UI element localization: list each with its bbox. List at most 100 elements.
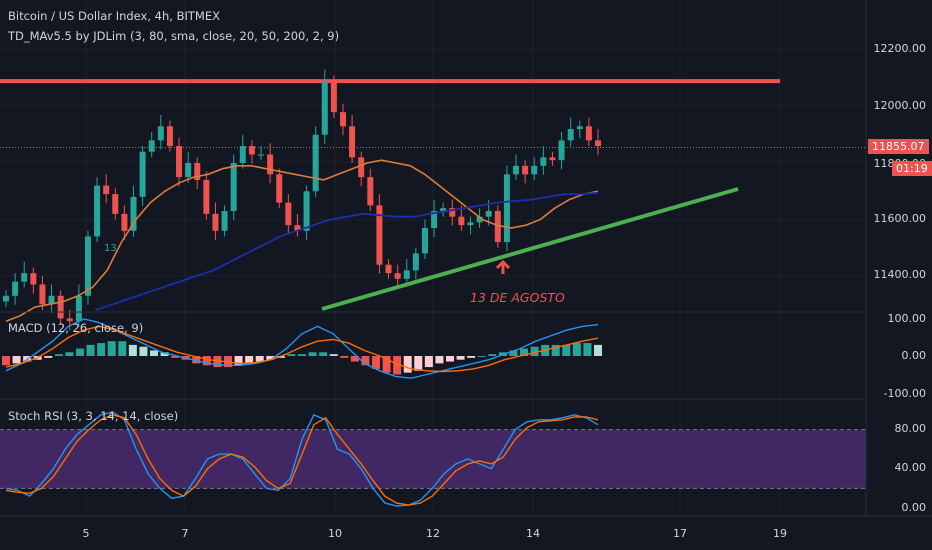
indicator-legend[interactable]: TD_MAv5.5 by JDLim (3, 80, sma, close, 2… — [8, 29, 340, 43]
symbol-title[interactable]: Bitcoin / US Dollar Index, 4h, BITMEX — [8, 9, 220, 23]
candlestick — [94, 185, 101, 237]
candlestick — [112, 194, 119, 214]
macd-histogram-bar — [456, 356, 465, 360]
candlestick — [166, 126, 173, 147]
macd-histogram-bar — [276, 356, 285, 358]
time-axis-label: 17 — [673, 527, 687, 540]
stoch-axis-label: 0.00 — [901, 501, 927, 514]
macd-histogram-bar — [255, 356, 264, 362]
macd-histogram-bar — [245, 356, 254, 364]
candlestick — [531, 165, 538, 175]
candlestick — [467, 222, 474, 226]
macd-histogram-bar — [446, 356, 454, 362]
candlestick — [476, 216, 483, 223]
bar-countdown-tag: 01:19 — [892, 161, 932, 176]
candlestick — [549, 157, 556, 161]
candlestick — [267, 154, 274, 175]
candlestick — [312, 134, 319, 192]
macd-legend[interactable]: MACD (12, 26, close, 9) — [8, 321, 144, 335]
macd-histogram-bar — [382, 356, 391, 373]
stoch-legend[interactable]: Stoch RSI (3, 3, 14, 14, close) — [8, 409, 179, 423]
candlestick — [148, 140, 155, 152]
price-axis-label: 11400.00 — [873, 268, 927, 281]
candlestick — [376, 205, 383, 265]
candlestick — [330, 81, 337, 113]
candlestick — [239, 146, 246, 163]
candlestick — [394, 273, 401, 279]
candlestick — [12, 281, 19, 296]
macd-pane — [2, 318, 602, 379]
candlestick — [494, 211, 501, 243]
time-axis-label: 14 — [526, 527, 540, 540]
candlestick — [485, 211, 492, 217]
candlestick — [385, 264, 392, 274]
candlestick — [321, 81, 328, 135]
stoch-axis-label: 40.00 — [894, 461, 927, 474]
candlestick — [595, 140, 601, 147]
signal-line — [5, 325, 599, 373]
macd-histogram-bar — [97, 343, 106, 356]
macd-histogram-bar — [202, 356, 211, 366]
macd-histogram-bar — [139, 346, 148, 356]
macd-axis-label: -100.00 — [883, 387, 926, 400]
macd-histogram-bar — [424, 356, 433, 368]
macd-histogram-bar — [298, 354, 306, 356]
candlestick — [75, 295, 82, 322]
price-axis-label: 12200.00 — [873, 42, 927, 55]
macd-histogram-bar — [107, 341, 116, 356]
candlestick — [30, 273, 37, 285]
macd-histogram-bar — [488, 354, 497, 356]
stoch-band — [0, 429, 866, 489]
stoch-rsi-pane — [0, 411, 866, 507]
price-pane — [0, 69, 866, 331]
macd-histogram-bar — [86, 344, 95, 356]
candlestick — [221, 211, 228, 231]
candlestick — [212, 213, 219, 231]
time-axis-label: 5 — [82, 527, 90, 540]
macd-histogram-bar — [171, 356, 180, 358]
candlestick — [130, 196, 137, 231]
macd-axis-label: 0.00 — [901, 349, 927, 362]
macd-axis-label: 100.00 — [887, 312, 927, 325]
candlestick — [358, 157, 365, 178]
candlestick — [585, 126, 592, 141]
candlestick — [176, 146, 183, 178]
macd-histogram-bar — [213, 356, 222, 368]
macd-histogram-bar — [393, 356, 402, 375]
macd-histogram-bar — [583, 343, 592, 356]
arrow-up-icon — [495, 259, 511, 274]
macd-histogram-bar — [329, 354, 338, 356]
macd-histogram-bar — [319, 352, 328, 356]
macd-histogram-bar — [530, 346, 539, 356]
candlestick — [440, 208, 447, 212]
candlestick — [194, 163, 201, 180]
macd-histogram-bar — [308, 352, 317, 356]
candlestick — [48, 295, 55, 305]
candlestick — [339, 112, 346, 127]
candlestick — [421, 227, 428, 254]
macd-histogram-bar — [340, 356, 349, 358]
macd-histogram-bar — [150, 350, 158, 356]
macd-histogram-bar — [509, 350, 518, 356]
moving-average-blue — [95, 191, 599, 311]
candlestick — [513, 165, 520, 175]
candlestick — [185, 163, 192, 178]
annotation-text[interactable]: 13 DE AGOSTO — [470, 290, 565, 305]
candlestick — [458, 216, 465, 226]
macd-histogram-bar — [192, 356, 201, 364]
time-axis-label: 12 — [426, 527, 440, 540]
candlestick — [403, 270, 410, 279]
macd-histogram-bar — [118, 341, 127, 356]
time-axis-label: 19 — [773, 527, 787, 540]
candlestick — [294, 225, 301, 231]
candlestick — [431, 211, 438, 228]
macd-histogram-bar — [414, 356, 423, 371]
time-axis-label: 10 — [328, 527, 342, 540]
candlestick — [412, 253, 419, 271]
macd-histogram-bar — [435, 356, 444, 364]
candlestick — [349, 126, 356, 158]
macd-histogram-bar — [403, 356, 412, 373]
macd-histogram-bar — [572, 343, 581, 356]
stoch-axis-label: 80.00 — [894, 422, 927, 435]
